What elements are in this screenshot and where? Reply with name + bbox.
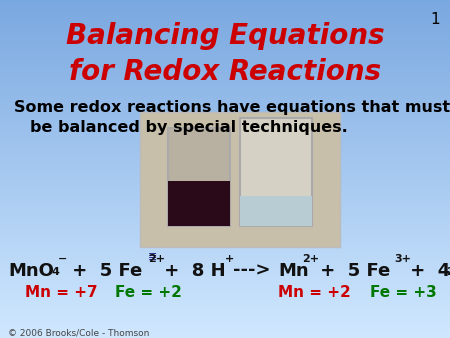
Bar <box>140 112 340 247</box>
Text: +  5 Fe: + 5 Fe <box>66 262 142 280</box>
Text: be balanced by special techniques.: be balanced by special techniques. <box>30 120 348 135</box>
Text: Mn = +7: Mn = +7 <box>25 285 98 300</box>
Text: Mn = +2: Mn = +2 <box>278 285 351 300</box>
Text: Mn: Mn <box>278 262 309 280</box>
Bar <box>168 128 230 226</box>
Text: +  4 H: + 4 H <box>404 262 450 280</box>
Text: +  8 H: + 8 H <box>158 262 225 280</box>
Text: Balancing Equations: Balancing Equations <box>66 22 384 50</box>
Text: for Redox Reactions: for Redox Reactions <box>69 58 381 86</box>
Bar <box>240 118 312 226</box>
Text: --->: ---> <box>233 262 270 280</box>
Text: 2: 2 <box>446 267 450 277</box>
Text: Some redox reactions have equations that must: Some redox reactions have equations that… <box>14 100 450 115</box>
Text: ≣: ≣ <box>148 252 158 262</box>
Text: © 2006 Brooks/Cole - Thomson: © 2006 Brooks/Cole - Thomson <box>8 328 149 337</box>
Text: +: + <box>225 254 234 264</box>
Bar <box>240 196 312 226</box>
Bar <box>168 181 230 226</box>
Text: Fe = +3: Fe = +3 <box>370 285 437 300</box>
Text: 1: 1 <box>430 12 440 27</box>
Text: 4: 4 <box>51 267 59 277</box>
Text: 3+: 3+ <box>394 254 411 264</box>
Text: −: − <box>58 254 68 264</box>
Text: MnO: MnO <box>8 262 54 280</box>
Text: 2+: 2+ <box>148 254 165 264</box>
Text: +  5 Fe: + 5 Fe <box>314 262 390 280</box>
Text: 2+: 2+ <box>302 254 319 264</box>
Text: Fe = +2: Fe = +2 <box>115 285 182 300</box>
